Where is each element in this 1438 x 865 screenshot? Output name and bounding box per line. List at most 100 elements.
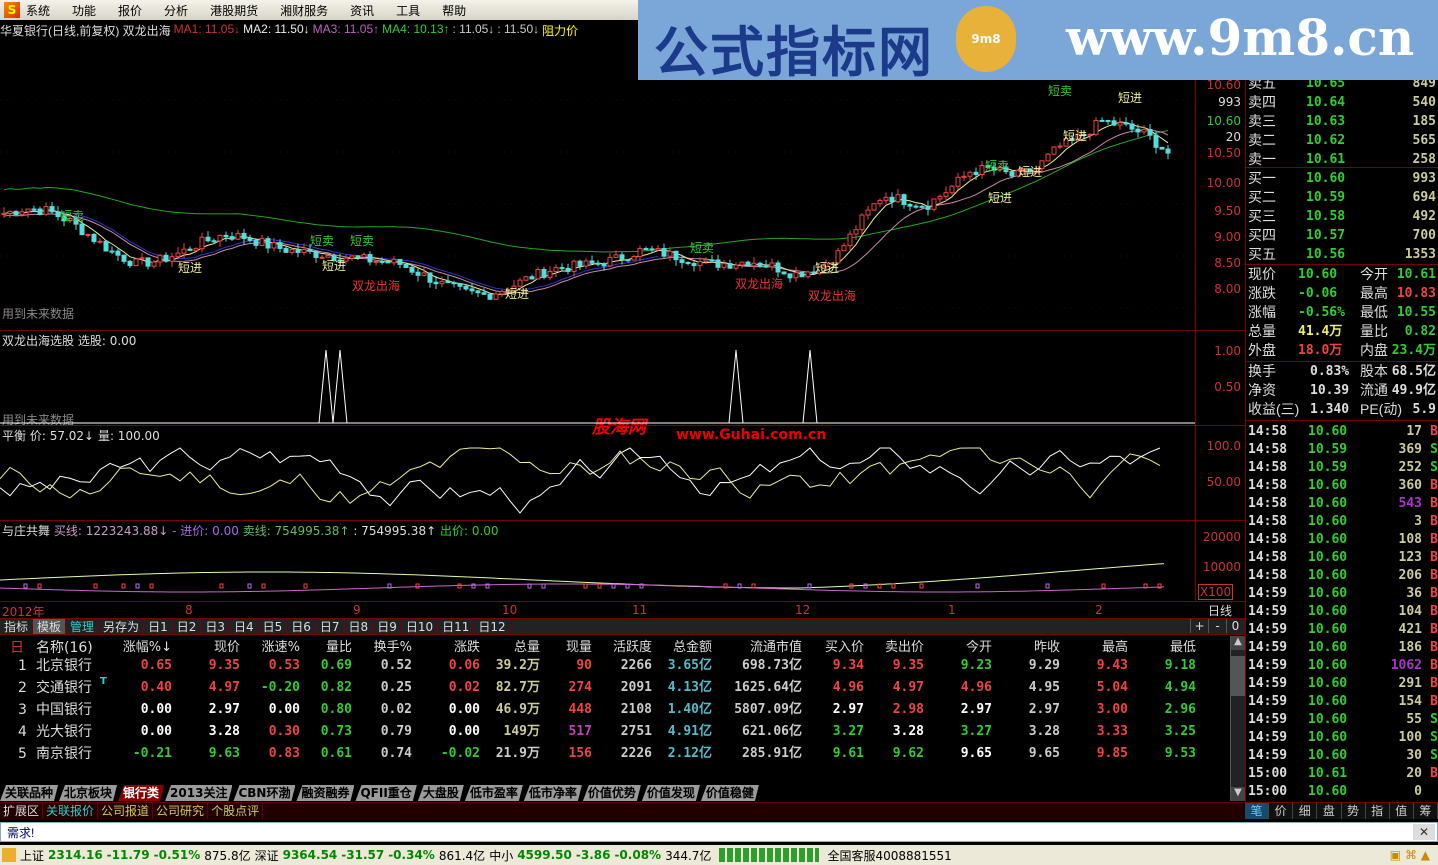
right-panel-tab[interactable]: 指 xyxy=(1366,803,1390,819)
extension-tab[interactable]: 个股点评 xyxy=(208,803,264,819)
indicator-tab[interactable]: 日7 xyxy=(316,619,345,634)
menu-item[interactable]: 功能 xyxy=(72,3,97,18)
stock-name[interactable]: 中国银行 xyxy=(36,702,92,718)
column-header[interactable]: 名称(16) xyxy=(36,640,93,656)
stock-name[interactable]: 交通银行 xyxy=(36,680,92,696)
table-cell: -0.20 xyxy=(260,680,300,695)
period-label[interactable]: 日线 xyxy=(1195,601,1245,618)
menu-item[interactable]: 帮助 xyxy=(442,3,467,18)
extension-tab[interactable]: 公司报道 xyxy=(98,803,154,819)
right-panel-tab[interactable]: 细 xyxy=(1293,803,1318,819)
column-header[interactable]: 总量 xyxy=(513,640,540,655)
column-header[interactable]: 买入价 xyxy=(824,640,864,655)
column-header[interactable]: 现价 xyxy=(213,640,240,655)
candle xyxy=(565,267,571,272)
indicator-tab[interactable]: 模板 xyxy=(33,619,67,634)
index-icon[interactable] xyxy=(2,848,16,862)
indicator-tab[interactable]: 日1 xyxy=(144,619,173,634)
menu-item[interactable]: 工具 xyxy=(396,3,421,18)
candle xyxy=(199,236,205,250)
extension-tab[interactable]: 扩展区 xyxy=(0,803,44,819)
column-header[interactable]: 涨幅%↓ xyxy=(122,640,172,655)
indicator-tab[interactable]: 另存为 xyxy=(99,619,145,634)
indicator-tab[interactable]: 指标 xyxy=(0,619,34,634)
column-header[interactable]: 最高 xyxy=(1101,640,1128,655)
column-header[interactable]: 最低 xyxy=(1169,640,1196,655)
candle xyxy=(715,259,721,268)
right-panel-tab[interactable]: 价 xyxy=(1269,803,1294,819)
indicator-tab[interactable]: 日5 xyxy=(259,619,288,634)
scroll-down-icon[interactable]: ▼ xyxy=(1231,787,1245,801)
sheet-tab[interactable]: 融资融券 xyxy=(296,785,354,801)
zoom-control-button[interactable]: + xyxy=(1190,619,1208,633)
column-header[interactable]: 涨跌 xyxy=(453,640,480,655)
sheet-tab[interactable]: 低市盈率 xyxy=(465,785,523,801)
stock-name[interactable]: 北京银行 xyxy=(36,658,92,674)
indicator-tab[interactable]: 日12 xyxy=(474,619,511,634)
sheet-tab[interactable]: 价值稳健 xyxy=(701,785,759,801)
sheet-tab[interactable]: 低市净率 xyxy=(524,785,582,801)
indicator-tab[interactable]: 日6 xyxy=(287,619,316,634)
stock-name[interactable]: 光大银行 xyxy=(36,724,92,740)
menu-item[interactable]: 分析 xyxy=(164,3,189,18)
close-icon[interactable]: ✕ xyxy=(1413,824,1435,840)
table-row[interactable]: 1 北京银行 0.65 9.35 0.53 0.69 0.52 0.06 39.2万 90 2266… xyxy=(0,655,1230,677)
extension-tab[interactable]: 公司研究 xyxy=(153,803,209,819)
right-panel-tab[interactable]: 筹 xyxy=(1414,803,1438,819)
header-icon[interactable]: 日 xyxy=(10,640,24,656)
column-header[interactable]: 昨收 xyxy=(1033,640,1060,655)
right-panel-tab[interactable]: 笔 xyxy=(1245,803,1270,819)
right-panel-tab[interactable]: 盘 xyxy=(1317,803,1342,819)
stock-name[interactable]: 南京银行 xyxy=(36,746,92,762)
column-header[interactable]: 换手% xyxy=(373,640,412,655)
date-axis-label: 12 xyxy=(795,603,811,617)
column-header[interactable]: 总金额 xyxy=(672,640,712,655)
indicator-tab[interactable]: 日2 xyxy=(173,619,202,634)
command-input[interactable] xyxy=(1,823,1401,841)
sheet-tab[interactable]: CBN环渤 xyxy=(233,785,295,801)
sheet-tab[interactable]: 关联品种 xyxy=(0,785,58,801)
menu-item[interactable]: 资讯 xyxy=(350,3,375,18)
table-scrollbar[interactable]: ▲ ▼ xyxy=(1230,636,1245,801)
scroll-thumb[interactable] xyxy=(1231,656,1245,696)
sheet-tab[interactable]: 大盘股 xyxy=(418,785,464,801)
sheet-tab[interactable]: 2013关注 xyxy=(165,785,232,801)
indicator-tab[interactable]: 管理 xyxy=(66,619,100,634)
sheet-tab[interactable]: 银行类 xyxy=(118,785,164,801)
scroll-up-icon[interactable]: ▲ xyxy=(1231,636,1245,650)
indicator-tab[interactable]: 日4 xyxy=(230,619,259,634)
right-panel-tab[interactable]: 势 xyxy=(1342,803,1366,819)
sheet-tab[interactable]: 价值优势 xyxy=(583,785,641,801)
column-header[interactable]: 今开 xyxy=(965,640,992,655)
table-row[interactable]: 4 光大银行 0.00 3.28 0.30 0.73 0.79 0.00 149万 517 2751… xyxy=(0,721,1230,743)
column-header[interactable]: 活跃度 xyxy=(612,640,652,655)
zoom-control-button[interactable]: - xyxy=(1208,619,1226,633)
table-row[interactable]: 3 中国银行 0.00 2.97 0.00 0.80 0.02 0.00 46.9万 448 210… xyxy=(0,699,1230,721)
yuzhuang-bar xyxy=(1143,583,1148,589)
table-row[interactable]: 2 交通银行 T 0.40 4.97 -0.20 0.82 0.25 0.02 82.7万 274 2… xyxy=(0,676,1230,699)
column-header[interactable]: 量比 xyxy=(325,640,352,655)
sheet-tab[interactable]: 北京板块 xyxy=(59,785,117,801)
column-header[interactable]: 现量 xyxy=(565,640,592,655)
sheet-tab[interactable]: QFII重仓 xyxy=(355,785,416,801)
indicator-tab[interactable]: 日9 xyxy=(373,619,402,634)
indicator-tab[interactable]: 日11 xyxy=(438,619,475,634)
menu-item[interactable]: 系统 xyxy=(26,3,51,18)
column-header[interactable]: 流通市值 xyxy=(749,640,802,655)
sub2-price: 价: 57.02↓ xyxy=(29,429,95,443)
zoom-control-button[interactable]: 0 xyxy=(1226,619,1244,633)
extension-tab[interactable]: 关联报价 xyxy=(43,803,99,819)
table-row[interactable]: 5 南京银行 -0.21 9.63 0.83 0.61 0.74 -0.02 21.9万 156 2… xyxy=(0,743,1230,765)
indicator-tab[interactable]: 日8 xyxy=(345,619,374,634)
column-header[interactable]: 涨速% xyxy=(261,640,300,655)
menu-item[interactable]: 湘财服务 xyxy=(280,3,329,18)
indicator-tab[interactable]: 日3 xyxy=(201,619,230,634)
sheet-tab[interactable]: 价值发现 xyxy=(642,785,700,801)
menu-item[interactable]: 港股期货 xyxy=(210,3,259,18)
menu-item[interactable]: 报价 xyxy=(118,3,143,18)
right-panel-tab[interactable]: 值 xyxy=(1390,803,1414,819)
indicator-tab[interactable]: 日10 xyxy=(402,619,439,634)
candle xyxy=(313,250,319,258)
column-header[interactable]: 卖出价 xyxy=(884,640,924,655)
